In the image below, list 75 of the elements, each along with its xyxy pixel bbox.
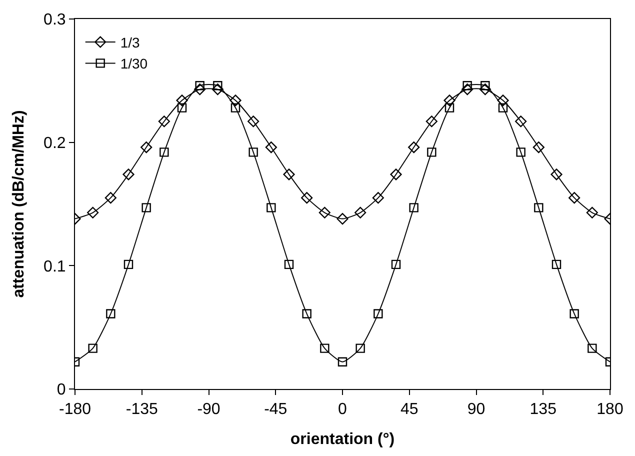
point: [570, 309, 579, 318]
x-axis-title: orientation (°): [290, 430, 395, 448]
point: [409, 203, 418, 212]
point: [301, 192, 313, 204]
point: [462, 81, 472, 90]
point: [320, 344, 330, 353]
point: [444, 103, 454, 112]
point: [142, 203, 151, 212]
y-tick-label: 0: [56, 382, 66, 399]
point: [568, 192, 580, 204]
point: [124, 260, 134, 270]
point: [177, 103, 187, 112]
point: [586, 206, 598, 218]
point: [427, 148, 436, 157]
y-tick-label: 0.1: [44, 258, 66, 276]
point: [338, 357, 348, 366]
point: [426, 116, 438, 128]
point: [195, 81, 204, 90]
point: [176, 94, 188, 106]
point: [374, 309, 383, 318]
point: [104, 192, 116, 204]
point: [140, 141, 152, 154]
point: [318, 206, 330, 218]
x-tick-label: 90: [467, 401, 486, 418]
x-tick-label: -45: [264, 401, 288, 418]
point: [532, 141, 544, 154]
x-tick-label: -90: [197, 401, 220, 418]
point: [106, 309, 116, 318]
y-axis-title: attenuation (dB/cm/MHz): [10, 110, 28, 298]
x-tick-label: 135: [530, 401, 557, 418]
point: [230, 103, 240, 112]
point: [88, 344, 98, 353]
point: [390, 168, 402, 180]
point: [552, 260, 562, 270]
point: [515, 116, 527, 128]
x-tick-label: -180: [58, 401, 92, 418]
y-tick-label: 0.2: [44, 134, 66, 152]
point: [408, 141, 420, 154]
point: [498, 103, 508, 112]
x-tick-label: 0: [338, 401, 348, 418]
point: [516, 148, 526, 157]
point: [534, 203, 544, 212]
point: [284, 260, 294, 270]
point: [212, 84, 224, 96]
point: [479, 84, 491, 96]
point: [194, 84, 206, 96]
point: [372, 192, 384, 204]
point: [122, 168, 134, 180]
point: [248, 148, 258, 157]
point: [302, 309, 312, 318]
point: [248, 116, 260, 128]
point: [266, 203, 276, 212]
x-tick-label: 45: [400, 401, 418, 418]
point: [354, 206, 366, 218]
point: [588, 344, 597, 353]
point: [230, 94, 242, 106]
legend-label: 1/3: [120, 34, 140, 50]
point: [265, 141, 277, 154]
point: [391, 260, 401, 270]
point: [480, 81, 490, 90]
point: [356, 344, 365, 353]
point: [336, 213, 348, 225]
y-tick-label: 0.3: [44, 12, 66, 29]
point: [213, 81, 222, 90]
x-tick-label: -135: [126, 401, 158, 418]
legend-label: 1/30: [120, 56, 148, 72]
point: [444, 94, 456, 106]
point: [550, 168, 562, 180]
point: [160, 148, 169, 157]
point: [497, 94, 509, 106]
point: [87, 206, 99, 218]
point: [462, 84, 474, 96]
x-tick-label: 180: [596, 401, 624, 418]
point: [283, 168, 295, 180]
point: [158, 116, 170, 128]
